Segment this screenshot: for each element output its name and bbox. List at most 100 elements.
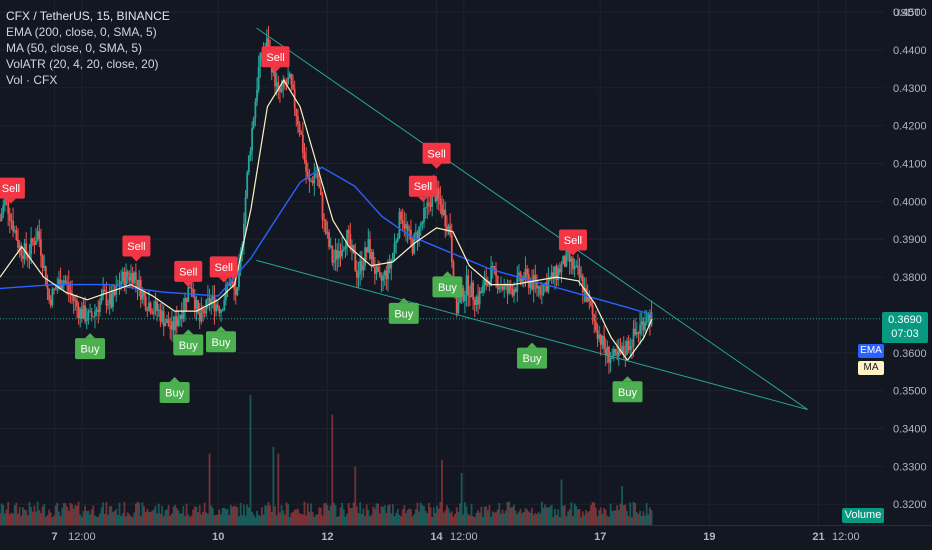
volume-bar: [616, 505, 619, 525]
volume-bar: [333, 502, 335, 525]
volume-bar: [501, 509, 504, 525]
volume-indicator-label[interactable]: Vol · CFX: [6, 73, 58, 87]
candle-body: [202, 309, 204, 312]
signal-label: Buy: [179, 340, 198, 352]
volume-bar: [614, 510, 617, 525]
volume-bar: [262, 514, 265, 525]
buy-signal[interactable]: Buy: [612, 376, 643, 403]
candle-body: [331, 245, 334, 263]
volume-bar: [377, 503, 380, 525]
buy-signal[interactable]: Buy: [432, 271, 463, 298]
volume-bar: [459, 503, 461, 525]
volume-bar: [213, 515, 216, 525]
volume-bar: [567, 511, 569, 525]
candle-body: [588, 294, 591, 301]
volume-bar: [125, 516, 127, 525]
buy-signal[interactable]: Buy: [517, 342, 548, 369]
volume-bar: [59, 516, 62, 525]
candle-body: [486, 281, 489, 286]
sell-signal[interactable]: Sell: [261, 46, 290, 73]
buy-signal-pointer: [622, 376, 633, 382]
buy-signal[interactable]: Buy: [75, 333, 106, 360]
sell-signal[interactable]: Sell: [174, 260, 203, 287]
volume-bar: [601, 514, 604, 525]
candle-body: [428, 202, 430, 205]
candle-body: [421, 221, 424, 225]
volume-bar: [280, 505, 283, 525]
ema-indicator-label[interactable]: EMA (200, close, 0, SMA, 5): [6, 25, 157, 39]
volume-bar: [432, 507, 435, 525]
candle-body: [513, 288, 515, 296]
candle-body: [223, 300, 226, 311]
volume-bar: [182, 505, 185, 525]
candle-body: [234, 288, 237, 295]
volume-bar: [586, 512, 589, 525]
volume-bar: [468, 515, 471, 525]
volume-bar: [334, 505, 337, 525]
volatr-indicator-label[interactable]: VolATR (20, 4, 20, close, 20): [6, 57, 159, 71]
volume-bar: [282, 510, 285, 525]
volume-bar: [318, 507, 321, 525]
symbol-title[interactable]: CFX / TetherUS, 15, BINANCE: [6, 9, 170, 23]
volume-bar: [169, 515, 172, 525]
candle-body: [534, 275, 537, 282]
sell-signal[interactable]: Sell: [422, 142, 451, 169]
candle-body: [195, 300, 198, 310]
volume-bar: [46, 514, 49, 525]
volume-bar: [316, 514, 319, 525]
candle-body: [367, 239, 370, 253]
candle-body: [524, 268, 527, 281]
ma-indicator-label[interactable]: MA (50, close, 0, SMA, 5): [6, 41, 143, 55]
candle-body: [287, 77, 290, 85]
candle-body: [72, 295, 75, 301]
volume-bar: [180, 513, 183, 525]
volume-bar: [116, 514, 119, 525]
volume-bar: [170, 513, 173, 525]
volume-bar: [475, 512, 478, 525]
volume-bar: [118, 502, 121, 525]
volume-bar: [66, 506, 69, 525]
candle-body: [352, 245, 355, 254]
buy-signal[interactable]: Buy: [388, 297, 419, 324]
sell-signal[interactable]: Sell: [558, 229, 587, 256]
buy-signal[interactable]: Buy: [206, 326, 236, 353]
volume-bar: [126, 512, 129, 525]
volume-bar: [544, 504, 547, 525]
candle-body: [365, 247, 368, 253]
volume-bar: [143, 506, 145, 525]
candle-body: [619, 350, 622, 354]
candle-body: [305, 160, 308, 172]
candle-body: [398, 211, 401, 238]
candle-body: [40, 239, 42, 256]
candle-body: [539, 286, 542, 295]
candle-body: [64, 280, 67, 283]
volume-bar: [576, 509, 579, 525]
volume-bar: [349, 507, 352, 525]
volume-bar: [303, 501, 306, 525]
candle-body: [172, 321, 175, 331]
sell-signal[interactable]: Sell: [0, 177, 25, 204]
candle-body: [192, 288, 195, 297]
ma-axis-tag: MA: [858, 361, 884, 375]
volume-bar: [436, 505, 438, 525]
candle-body: [639, 324, 641, 334]
volume-bar: [395, 512, 398, 525]
candle-body: [126, 271, 129, 278]
buy-signal[interactable]: Buy: [173, 329, 204, 356]
buy-signal[interactable]: Buy: [159, 377, 190, 404]
volume-bar: [539, 513, 542, 525]
volume-bar: [608, 516, 610, 525]
candle-body: [51, 288, 54, 306]
volume-bar: [328, 510, 330, 525]
candle-body: [89, 311, 91, 313]
volume-bar: [20, 515, 23, 525]
volume-bar: [428, 502, 430, 525]
sell-signal[interactable]: Sell: [122, 235, 151, 262]
sell-signal[interactable]: Sell: [209, 256, 238, 283]
candle-body: [390, 260, 393, 269]
sell-signal[interactable]: Sell: [408, 175, 437, 202]
candle-body: [634, 328, 637, 335]
last-price-value: 0.3690: [888, 314, 922, 326]
volume-bar: [102, 502, 105, 525]
